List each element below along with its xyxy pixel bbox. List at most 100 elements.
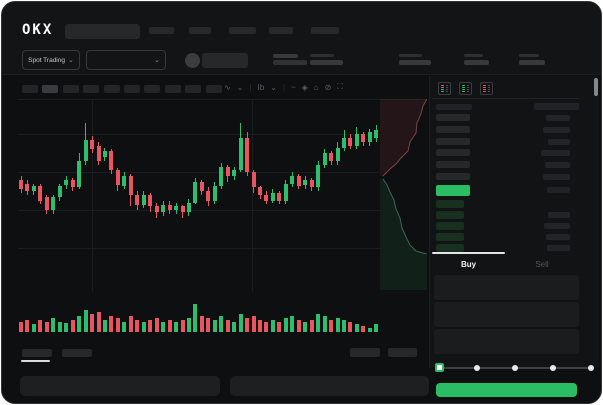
- candle-body: [206, 191, 211, 201]
- tab-sell[interactable]: Sell: [535, 259, 549, 269]
- chart-footer-button[interactable]: [350, 348, 380, 357]
- gridline: [18, 172, 380, 173]
- chart-tools: ∿ ⌄ | Ib ⌄ | ~ ◈ ⌂ ⊘ ⛶: [224, 82, 343, 92]
- amount-input[interactable]: [434, 302, 579, 327]
- volume-bar: [258, 320, 263, 332]
- timeframe-button[interactable]: [42, 85, 59, 93]
- bottom-info-panel-right: [230, 376, 429, 396]
- nav-item[interactable]: [311, 27, 339, 34]
- candle-body: [186, 202, 191, 213]
- candlestick-chart[interactable]: [18, 100, 380, 292]
- bid-row[interactable]: [432, 222, 579, 231]
- ask-row[interactable]: [432, 125, 579, 134]
- fullscreen-icon[interactable]: ⛶: [337, 82, 343, 91]
- volume-bar: [141, 321, 146, 332]
- chart-footer-button[interactable]: [388, 348, 417, 357]
- volume-bar: [303, 321, 308, 332]
- volume-bar: [232, 321, 237, 332]
- candle-body: [109, 151, 114, 171]
- chart-type-caret-icon[interactable]: ⌄: [236, 82, 244, 92]
- ask-row[interactable]: [432, 114, 579, 122]
- bid-row[interactable]: [432, 233, 579, 242]
- ask-row[interactable]: [432, 149, 579, 157]
- ask-row[interactable]: [432, 137, 579, 146]
- ask-row[interactable]: [432, 173, 579, 181]
- volume-bar: [212, 320, 217, 332]
- volume-bar: [109, 316, 114, 332]
- timeframe-button[interactable]: [144, 85, 161, 93]
- timeframe-button[interactable]: [185, 85, 202, 93]
- market-type-dropdown[interactable]: Spot Trading ⌄: [22, 50, 80, 70]
- candle-body: [193, 181, 198, 203]
- stat-label-placeholder: [519, 54, 539, 57]
- slider-stop-100[interactable]: [588, 365, 594, 371]
- stat-value-placeholder: [464, 60, 489, 65]
- last-price-highlight[interactable]: [436, 185, 470, 196]
- nav-item[interactable]: [269, 27, 293, 34]
- timeframe-button[interactable]: [205, 85, 222, 93]
- pair-selector-dropdown[interactable]: ⌄: [86, 50, 166, 70]
- slider-stop-25[interactable]: [474, 365, 480, 371]
- chart-footer-tab[interactable]: [62, 349, 92, 357]
- bid-row[interactable]: [432, 200, 579, 209]
- timeframe-button[interactable]: [124, 85, 140, 93]
- candle-body: [174, 206, 179, 211]
- indicators-caret-icon[interactable]: ⌄: [270, 82, 277, 92]
- bid-row[interactable]: [432, 244, 579, 253]
- timeframe-button[interactable]: [62, 85, 79, 93]
- draw-tool-icon[interactable]: ◈: [301, 82, 308, 92]
- stat-value-placeholder: [519, 60, 545, 65]
- tab-buy[interactable]: Buy: [460, 259, 477, 269]
- candle-body: [316, 164, 321, 188]
- volume-bar: [354, 323, 359, 332]
- amount-slider-handle[interactable]: [435, 363, 444, 372]
- bid-amount-placeholder: [546, 234, 570, 240]
- volume-bar: [57, 321, 62, 332]
- chart-type-icon[interactable]: ∿: [224, 82, 231, 92]
- slider-stop-50[interactable]: [512, 365, 518, 371]
- ask-row[interactable]: [432, 161, 579, 169]
- candle-body: [367, 132, 372, 142]
- candle-body: [77, 160, 82, 188]
- candle-body: [219, 166, 224, 186]
- nav-item[interactable]: [149, 27, 174, 34]
- camera-icon[interactable]: ⌂: [313, 82, 319, 92]
- candle-body: [212, 185, 217, 201]
- candle-body: [161, 204, 166, 213]
- candle-body: [70, 179, 75, 188]
- okx-logo: OKX: [22, 22, 54, 38]
- buy-submit-button[interactable]: [436, 383, 577, 397]
- search-input[interactable]: [65, 24, 140, 39]
- buy-tab-indicator: [432, 252, 505, 254]
- candle-body: [51, 196, 56, 211]
- timeframe-button[interactable]: [83, 85, 100, 93]
- indicators-icon[interactable]: Ib: [257, 82, 265, 92]
- nav-item[interactable]: [229, 27, 256, 34]
- timeframe-button[interactable]: [164, 85, 181, 93]
- candle-body: [245, 138, 250, 173]
- candle-body: [335, 147, 340, 161]
- volume-bar: [135, 320, 140, 332]
- timeframe-button[interactable]: [103, 85, 120, 93]
- total-input[interactable]: [434, 329, 579, 354]
- nav-item[interactable]: [189, 27, 211, 34]
- book-asks-icon[interactable]: [480, 82, 493, 95]
- scrollbar-thumb[interactable]: [594, 78, 598, 96]
- volume-bar: [199, 316, 204, 332]
- bid-row[interactable]: [432, 211, 579, 220]
- volume-bar: [161, 321, 166, 332]
- price-input[interactable]: [434, 275, 579, 300]
- candle-body: [141, 195, 146, 205]
- candle-body: [232, 170, 237, 176]
- candle-body: [57, 185, 62, 197]
- book-bids-icon[interactable]: [459, 82, 472, 95]
- chart-footer-tab[interactable]: [22, 349, 52, 357]
- volume-bar: [361, 325, 366, 332]
- volume-bar: [77, 316, 82, 332]
- hide-drawings-icon[interactable]: ⊘: [324, 82, 332, 92]
- book-both-icon[interactable]: [438, 82, 451, 95]
- timeframe-button[interactable]: [22, 85, 38, 93]
- slider-stop-75[interactable]: [550, 365, 556, 371]
- trendline-tool-icon[interactable]: ~: [290, 82, 296, 92]
- volume-bar: [348, 321, 353, 332]
